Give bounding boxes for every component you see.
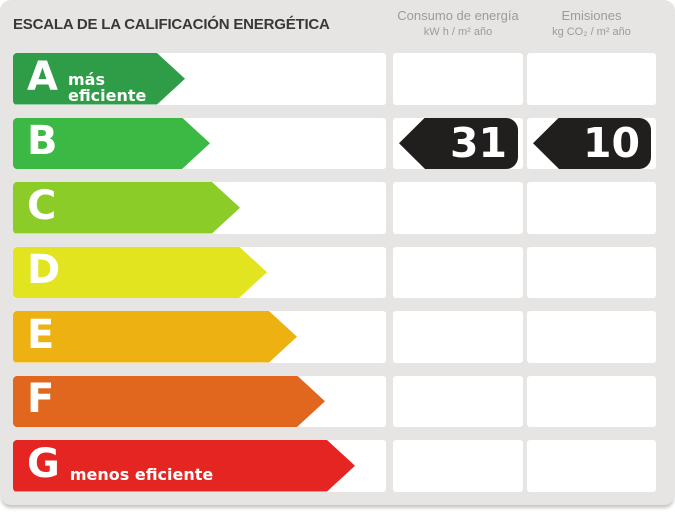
emisiones-cell-g — [527, 440, 656, 492]
scale-row-g: G menos eficiente — [13, 440, 656, 492]
rating-scale: A más eficiente B 31 10 — [13, 53, 656, 492]
scale-track-d: D — [13, 246, 386, 299]
grade-arrow-e: E — [13, 311, 297, 363]
scale-row-d: D — [13, 246, 656, 299]
consumo-value: 31 — [449, 118, 507, 167]
column-name-consumo: Consumo de energía — [397, 8, 519, 23]
scale-row-f: F — [13, 375, 656, 428]
grade-arrow-c: C — [13, 182, 240, 234]
consumo-cell-b: 31 — [393, 117, 523, 169]
scale-track-g: G menos eficiente — [13, 440, 386, 492]
grade-letter-c: C — [27, 182, 57, 229]
grade-note-a: más eficiente — [67, 69, 147, 105]
grade-arrow-d: D — [13, 247, 267, 299]
grade-letter-f: F — [27, 376, 55, 423]
scale-track-f: F — [13, 375, 386, 428]
scale-track-b: B — [13, 117, 386, 170]
consumo-cell-g — [393, 440, 523, 492]
emisiones-cell-f — [527, 375, 656, 427]
grade-arrow-g: G menos eficiente — [13, 440, 355, 492]
scale-row-b: B 31 10 — [13, 117, 656, 170]
emisiones-cell-a — [527, 53, 656, 105]
grade-arrow-a: A más eficiente — [13, 53, 185, 105]
emisiones-cell-b: 10 — [527, 117, 656, 169]
grade-letter-g: G — [27, 440, 60, 487]
grade-letter-d: D — [27, 247, 61, 294]
consumo-cell-a — [393, 53, 523, 105]
consumo-value-badge: 31 — [399, 117, 518, 169]
consumo-cell-d — [393, 246, 523, 298]
grade-letter-b: B — [27, 118, 58, 165]
scale-row-c: C — [13, 182, 656, 234]
emisiones-value: 10 — [582, 118, 640, 167]
column-header-consumo: Consumo de energía kW h / m² año — [393, 8, 523, 39]
page-title: ESCALA DE LA CALIFICACIÓN ENERGÉTICA — [13, 16, 330, 33]
scale-row-e: E — [13, 311, 656, 363]
column-unit-consumo: kW h / m² año — [423, 26, 493, 38]
scale-row-a: A más eficiente — [13, 53, 656, 105]
consumo-cell-c — [393, 182, 523, 234]
scale-track-e: E — [13, 311, 386, 363]
column-header-emisiones: Emisiones kg CO₂ / m² año — [527, 8, 656, 39]
grade-arrow-b: B — [13, 118, 210, 170]
emisiones-cell-c — [527, 182, 656, 234]
grade-letter-a: A — [27, 53, 58, 100]
emisiones-cell-e — [527, 311, 656, 363]
column-unit-emisiones: kg CO₂ / m² año — [552, 26, 631, 38]
grade-letter-e: E — [27, 311, 55, 358]
scale-track-a: A más eficiente — [13, 53, 386, 105]
consumo-cell-e — [393, 311, 523, 363]
grade-arrow-f: F — [13, 376, 325, 428]
grade-note-g: menos eficiente — [69, 464, 214, 484]
emisiones-value-badge: 10 — [533, 117, 651, 169]
consumo-cell-f — [393, 375, 523, 427]
column-name-emisiones: Emisiones — [561, 8, 622, 23]
emisiones-cell-d — [527, 246, 656, 298]
scale-track-c: C — [13, 182, 386, 234]
